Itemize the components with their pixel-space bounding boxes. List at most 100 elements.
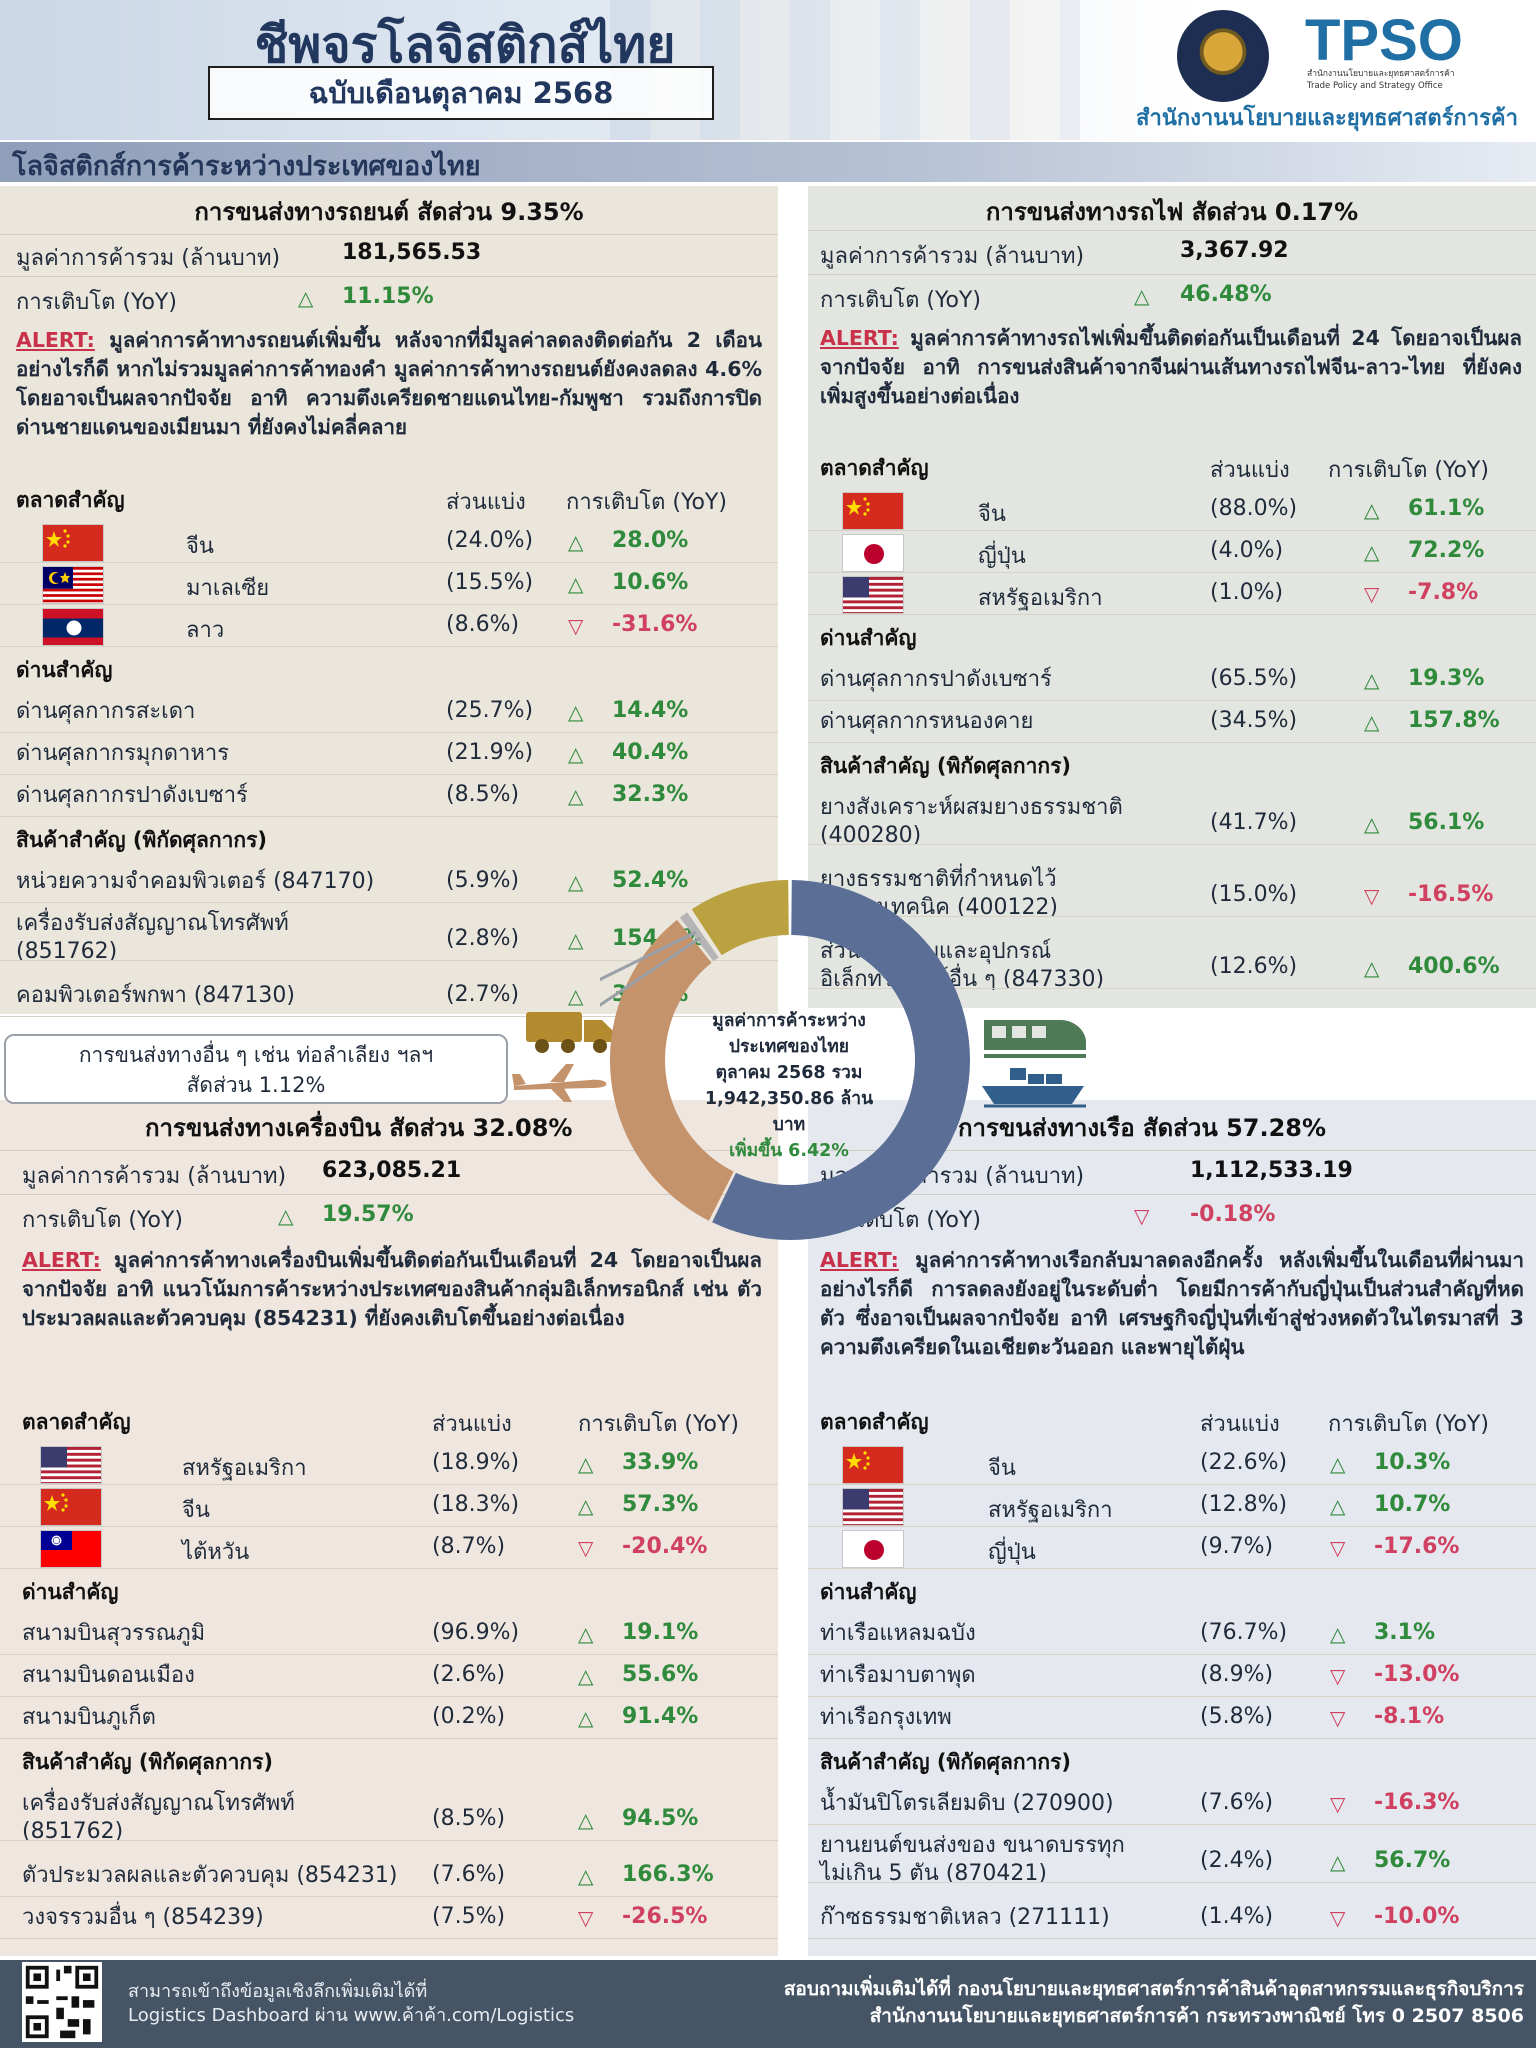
row-divider	[0, 1738, 778, 1739]
up-triangle-icon: △	[1330, 1850, 1346, 1874]
row-divider	[0, 1938, 778, 1939]
air-divider	[0, 1194, 778, 1195]
donut-slice-sea	[712, 880, 970, 1240]
row-divider	[808, 700, 1536, 701]
row-divider	[0, 1016, 778, 1017]
share-value: (15.5%)	[446, 570, 534, 595]
rail-divider	[808, 230, 1536, 231]
train-icon	[984, 1020, 1086, 1058]
country-flag-icon	[842, 1446, 904, 1484]
road-alert: ALERT: มูลค่าการค้าทางรถยนต์เพิ่มขึ้น หล…	[16, 328, 763, 439]
center-line: ประเทศของไทย	[728, 1037, 850, 1057]
up-triangle-icon: △	[1364, 498, 1380, 522]
checkpoint-name: ด่านศุลกากรหนองคาย	[820, 709, 1034, 734]
share-value: (7.6%)	[432, 1862, 506, 1887]
qr-code[interactable]	[22, 1962, 102, 2042]
up-triangle-icon: △	[1364, 956, 1380, 980]
air-divider	[0, 1150, 778, 1151]
share-value: (5.9%)	[446, 868, 520, 893]
rail-products-header: สินค้าสำคัญ (พิกัดศุลกากร)	[820, 754, 1071, 778]
share-value: (0.2%)	[432, 1704, 506, 1729]
share-value: (2.6%)	[432, 1662, 506, 1687]
sea-divider	[808, 1194, 1536, 1195]
share-value: (25.7%)	[446, 698, 534, 723]
air-growth: 19.57%	[322, 1202, 414, 1227]
country-flag-icon	[842, 576, 904, 614]
growth-value: 157.8%	[1408, 708, 1500, 733]
rail-divider	[808, 274, 1536, 275]
share-value: (65.5%)	[1210, 666, 1298, 691]
share-value: (88.0%)	[1210, 496, 1298, 521]
road-value-label: มูลค่าการค้ารวม (ล้านบาท)	[16, 246, 281, 271]
air-panel: การขนส่งทางเครื่องบิน สัดส่วน 32.08% มูล…	[0, 1100, 778, 1956]
road-divider	[0, 276, 778, 277]
share-value: (2.8%)	[446, 926, 520, 951]
growth-value: -13.0%	[1374, 1662, 1460, 1687]
growth-value: 400.6%	[1408, 954, 1500, 979]
share-value: (8.7%)	[432, 1534, 506, 1559]
checkpoint-name: สนามบินภูเก็ต	[22, 1705, 156, 1730]
product-name: ก๊าซธรรมชาติเหลว (271111)	[820, 1905, 1110, 1930]
ministry-seal-icon	[1177, 10, 1269, 102]
row-divider	[808, 844, 1536, 845]
checkpoint-name: ด่านศุลกากรปาดังเบซาร์	[16, 783, 248, 808]
share-value: (41.7%)	[1210, 810, 1298, 835]
up-triangle-icon: △	[578, 1494, 594, 1518]
share-value: (96.9%)	[432, 1620, 520, 1645]
growth-value: 33.9%	[622, 1450, 699, 1475]
donut-slice-road	[691, 880, 789, 956]
sea-markets-header: ตลาดสำคัญ	[820, 1410, 929, 1434]
checkpoint-name: ด่านศุลกากรสะเดา	[16, 699, 196, 724]
up-triangle-icon: △	[568, 928, 584, 952]
row-divider	[0, 1484, 778, 1485]
rail-growth-label: การเติบโต (YoY)	[820, 288, 981, 313]
country-flag-icon	[42, 566, 104, 604]
road-markets-header: ตลาดสำคัญ	[16, 488, 125, 512]
donut-slice-other	[679, 912, 719, 962]
rail-alert: ALERT: มูลค่าการค้าทางรถไฟเพิ่มขึ้นติดต่…	[820, 326, 1522, 408]
up-triangle-icon: △	[1330, 1622, 1346, 1646]
rail-checkpoints-header: ด่านสำคัญ	[820, 626, 917, 650]
growth-value: 94.5%	[622, 1806, 699, 1831]
growth-value: 19.1%	[622, 1620, 699, 1645]
market-name: จีน	[182, 1498, 210, 1523]
growth-value: 19.3%	[1408, 666, 1485, 691]
svg-text:TPSO: TPSO	[1305, 8, 1463, 73]
market-name: ลาว	[186, 618, 225, 643]
share-value: (7.5%)	[432, 1904, 506, 1929]
share-value: (18.9%)	[432, 1450, 520, 1475]
row-divider	[808, 1484, 1536, 1485]
growth-value: 56.1%	[1408, 810, 1485, 835]
product-name: น้ำมันปิโตรเลียมดิบ (270900)	[820, 1791, 1114, 1816]
row-divider	[0, 646, 778, 647]
road-title: การขนส่งทางรถยนต์ สัดส่วน 9.35%	[194, 198, 584, 226]
market-name: สหรัฐอเมริกา	[978, 586, 1103, 611]
other-callout-line	[600, 936, 701, 1007]
footer-dashboard-info: สามารถเข้าถึงข้อมูลเชิงลึกเพิ่มเติมได้ที…	[128, 1980, 574, 2028]
growth-value: 91.4%	[622, 1704, 699, 1729]
row-divider	[0, 1526, 778, 1527]
row-divider	[0, 1896, 778, 1897]
up-triangle-icon: △	[1364, 540, 1380, 564]
up-triangle-icon: △	[1364, 812, 1380, 836]
sea-title: การขนส่งทางเรือ สัดส่วน 57.28%	[958, 1114, 1327, 1142]
air-alert: ALERT: มูลค่าการค้าทางเครื่องบินเพิ่มขึ้…	[22, 1248, 762, 1330]
footer-line: สามารถเข้าถึงข้อมูลเชิงลึกเพิ่มเติมได้ที…	[128, 1981, 428, 2002]
down-triangle-icon: ▽	[1364, 884, 1380, 908]
growth-value: -26.5%	[622, 1904, 708, 1929]
up-triangle-icon: △	[578, 1622, 594, 1646]
row-divider	[0, 774, 778, 775]
product-name: วงจรรวมอื่น ๆ (854239)	[22, 1905, 264, 1930]
market-name: ญี่ปุ่น	[978, 544, 1026, 569]
up-triangle-icon: △	[578, 1864, 594, 1888]
road-growth: 11.15%	[342, 284, 434, 309]
growth-value: 10.3%	[1374, 1450, 1451, 1475]
row-divider	[808, 742, 1536, 743]
growth-value: -7.8%	[1408, 580, 1479, 605]
row-divider	[808, 1696, 1536, 1697]
down-triangle-icon: ▽	[578, 1906, 594, 1930]
footer-link[interactable]: Logistics Dashboard ผ่าน www.ค้าค้า.com/…	[128, 2005, 575, 2026]
up-triangle-icon: △	[568, 700, 584, 724]
tpso-logo: TPSO สำนักงานนโยบายและยุทธศาสตร์การค้า T…	[1305, 8, 1463, 91]
share-value: (8.9%)	[1200, 1662, 1274, 1687]
